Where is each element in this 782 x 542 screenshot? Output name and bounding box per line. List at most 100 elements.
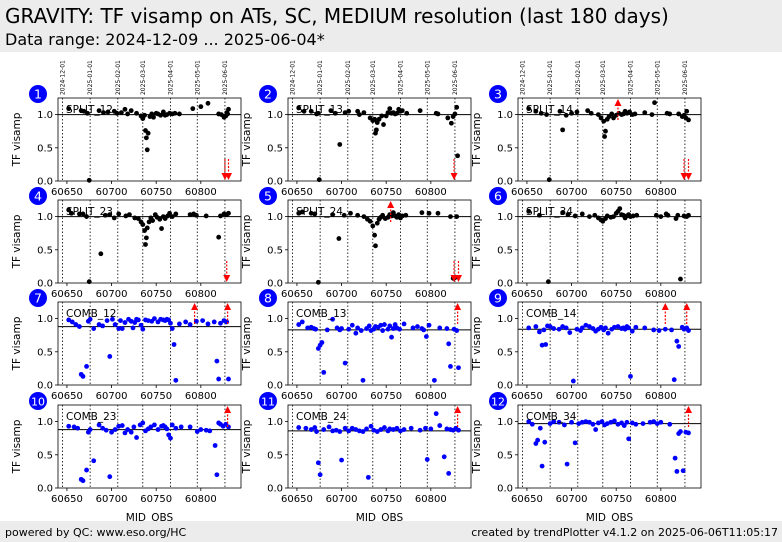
panel-4: 0.0 0.5 1.0 60650 60700 60750 60800 TF visamp SP… xyxy=(11,187,242,300)
data-point xyxy=(612,324,617,330)
data-point xyxy=(339,326,344,331)
data-point xyxy=(379,113,385,119)
date-marker-label: 2025-06-01 xyxy=(452,60,459,95)
data-point xyxy=(569,419,574,425)
data-point xyxy=(628,373,633,379)
data-point xyxy=(308,427,314,432)
data-point xyxy=(168,435,173,441)
data-point xyxy=(346,108,352,114)
y-tick-label: 0.5 xyxy=(37,450,53,461)
data-point xyxy=(634,212,640,218)
data-point xyxy=(579,211,585,217)
data-point xyxy=(417,427,423,433)
panel-label: SPLIT_34 xyxy=(526,206,573,218)
panel-12: 0.0 0.5 1.0 60650 60700 60750 60800 TF visamp MJ… xyxy=(471,392,702,521)
data-point xyxy=(107,212,113,218)
data-point xyxy=(563,112,569,118)
data-point xyxy=(301,108,307,114)
data-point xyxy=(394,110,400,116)
data-point xyxy=(590,421,596,427)
data-point xyxy=(526,208,532,214)
x-tick-label: 60750 xyxy=(600,494,632,505)
data-point xyxy=(96,422,102,428)
data-point xyxy=(169,422,175,428)
data-point xyxy=(143,242,148,247)
date-marker-label: 2024-12-01 xyxy=(59,60,66,95)
data-point xyxy=(212,443,218,448)
data-point xyxy=(426,210,432,216)
data-point xyxy=(91,458,97,464)
data-point xyxy=(66,317,72,323)
data-point xyxy=(330,212,336,218)
data-point xyxy=(651,327,657,333)
data-point xyxy=(546,177,552,183)
data-point xyxy=(326,424,332,430)
panel-number: 10 xyxy=(31,396,45,409)
outlier-arrowhead-down xyxy=(450,173,458,180)
data-point xyxy=(112,322,118,327)
data-point xyxy=(73,322,79,327)
data-point xyxy=(177,111,182,117)
data-point xyxy=(128,429,134,435)
data-point xyxy=(361,214,367,220)
data-point xyxy=(579,325,585,331)
data-point xyxy=(382,322,387,327)
y-tick-label: 0.0 xyxy=(37,279,53,290)
data-point xyxy=(152,316,157,321)
footer-generator: created by trendPlotter v4.1.2 on 2025-0… xyxy=(471,526,778,539)
plot-frame xyxy=(57,301,242,386)
data-point xyxy=(526,325,532,331)
data-point xyxy=(387,323,393,329)
data-point xyxy=(145,318,151,323)
panel-7: 0.0 0.5 1.0 60650 60700 60750 60800 TF visamp CO… xyxy=(11,289,242,402)
data-point xyxy=(593,427,599,432)
data-point xyxy=(374,429,380,434)
data-point xyxy=(598,115,604,121)
x-tick-label: 60650 xyxy=(511,289,543,300)
data-point xyxy=(658,419,664,425)
data-point xyxy=(533,324,539,329)
data-point xyxy=(444,426,450,432)
data-point xyxy=(116,326,122,331)
data-point xyxy=(144,225,150,231)
y-tick-label: 1.0 xyxy=(37,110,53,121)
x-tick-label: 60800 xyxy=(415,289,447,300)
x-axis-label: MJD_OBS xyxy=(126,512,174,521)
data-point xyxy=(296,425,302,430)
panel-label: COMB_23 xyxy=(66,411,116,423)
panel-label: SPLIT_12 xyxy=(66,104,113,116)
outlier-arrowhead-up xyxy=(454,303,462,310)
data-point xyxy=(428,426,434,432)
outlier-arrowhead-up xyxy=(454,406,462,413)
data-point xyxy=(556,419,562,425)
panel-number-badge xyxy=(29,392,47,410)
date-marker-label: 2025-06-01 xyxy=(222,60,229,95)
data-point xyxy=(299,319,305,325)
data-point xyxy=(678,429,683,434)
data-point xyxy=(341,212,347,218)
data-point xyxy=(448,364,453,369)
data-point xyxy=(678,276,683,282)
panel-6: 0.0 0.5 1.0 60650 60700 60750 60800 TF visamp SP… xyxy=(471,187,702,300)
y-axis-label: TF visamp xyxy=(11,112,23,167)
x-tick-label: 60800 xyxy=(645,187,677,198)
y-tick-label: 0.5 xyxy=(497,347,513,358)
x-axis-label: MJD_OBS xyxy=(356,512,404,521)
data-point xyxy=(390,326,396,331)
data-point xyxy=(172,110,178,116)
data-point xyxy=(647,419,653,425)
data-point xyxy=(317,472,323,478)
data-point xyxy=(456,365,461,371)
data-point xyxy=(378,322,384,328)
data-point xyxy=(537,425,543,431)
data-point xyxy=(330,428,336,434)
data-point xyxy=(360,429,366,434)
data-point xyxy=(218,213,223,219)
data-point xyxy=(158,112,164,118)
data-point xyxy=(609,111,615,117)
data-point xyxy=(537,212,542,218)
data-point xyxy=(84,364,89,369)
panel-number: 4 xyxy=(34,189,42,204)
data-point xyxy=(116,211,122,217)
